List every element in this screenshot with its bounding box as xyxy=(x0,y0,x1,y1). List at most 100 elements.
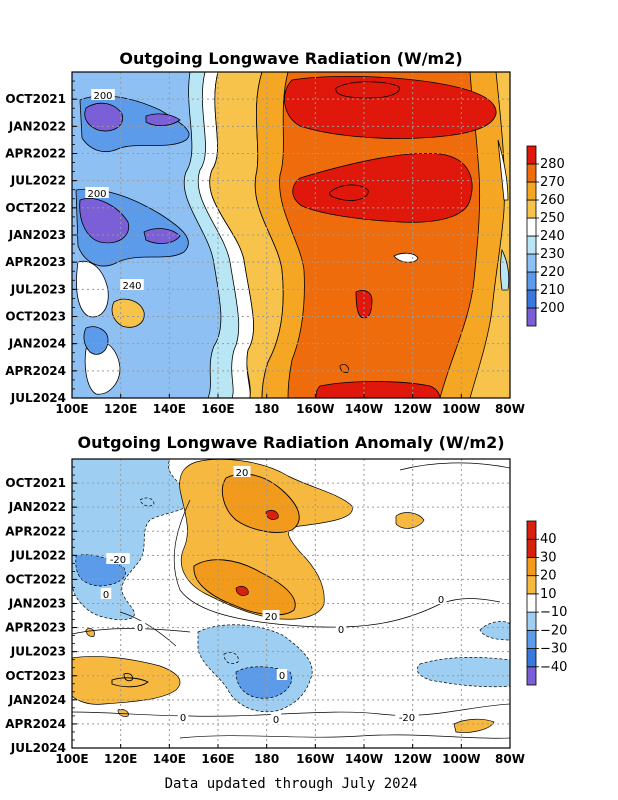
colorbar-label: −20 xyxy=(540,623,567,638)
y-tick-label: JUL2023 xyxy=(10,645,66,659)
anom-east-neg10b xyxy=(479,621,510,641)
anom-east-pos10 xyxy=(395,512,425,529)
anom-zero-3 xyxy=(72,703,510,717)
x-tick-label: 140E xyxy=(153,752,186,766)
colorbar-swatch xyxy=(526,611,537,631)
colorbar-swatch xyxy=(526,235,537,255)
colorbar-swatch xyxy=(526,307,537,327)
contour-label-bg xyxy=(100,588,112,599)
colorbar-label: −40 xyxy=(540,660,567,675)
contour-label-bg xyxy=(106,553,130,564)
chart1-contour-labels: 200 200 240 xyxy=(85,89,144,292)
y-tick-label: JAN2024 xyxy=(8,337,66,351)
colorbar-label: 210 xyxy=(540,283,565,298)
contour-label: 200 xyxy=(87,189,106,200)
x-tick-label: 100E xyxy=(55,402,88,416)
colorbar-swatch xyxy=(526,289,537,309)
anom-east-neg10 xyxy=(416,657,510,688)
y-tick-label: OCT2021 xyxy=(5,476,66,490)
olr-west-200b xyxy=(79,198,130,244)
y-tick-label: OCT2022 xyxy=(5,572,66,586)
colorbar-swatch xyxy=(526,593,537,613)
colorbar-swatch xyxy=(526,648,537,668)
olr-260-band xyxy=(246,72,305,398)
anom-zero-4 xyxy=(399,462,510,471)
contour-label-bg xyxy=(395,711,419,722)
x-tick-label: 160W xyxy=(296,752,334,766)
y-tick-label: JUL2022 xyxy=(10,548,66,562)
colorbar-swatch xyxy=(526,629,537,649)
x-tick-label: 80W xyxy=(495,752,525,766)
contour-label-bg xyxy=(233,466,251,477)
contour-label-bg xyxy=(435,593,447,604)
x-tick-label: 120E xyxy=(104,402,137,416)
olr-280-d xyxy=(315,381,441,398)
contour-label: 0 xyxy=(338,625,344,636)
y-tick-label: OCT2022 xyxy=(5,201,66,215)
anom-central-pos30b xyxy=(235,586,249,596)
y-tick-label: OCT2023 xyxy=(5,669,66,683)
olr-260-bubble xyxy=(393,252,419,263)
y-tick-label: JAN2023 xyxy=(8,597,66,611)
x-tick-label: 140W xyxy=(345,402,383,416)
y-tick-label: JAN2023 xyxy=(8,228,66,242)
y-tick-label: JAN2024 xyxy=(8,693,66,707)
y-tick-label: OCT2023 xyxy=(5,310,66,324)
contour-label: 0 xyxy=(273,715,279,726)
y-tick-label: APR2024 xyxy=(5,364,66,378)
colorbar-swatch xyxy=(526,666,537,686)
colorbar-label: 220 xyxy=(540,265,565,280)
y-tick-label: APR2024 xyxy=(5,717,66,731)
colorbar-swatch xyxy=(526,145,537,165)
anom-central-pos30a xyxy=(265,510,279,520)
contour-label: 0 xyxy=(438,595,444,606)
olr-east-240b xyxy=(500,248,510,291)
anom-neg10-small xyxy=(139,497,155,507)
anom-zero-5 xyxy=(119,611,177,647)
olr-west-2024-210 xyxy=(83,326,109,355)
olr-west-200d xyxy=(145,113,181,126)
colorbar-swatch xyxy=(526,181,537,201)
colorbar-swatch xyxy=(526,271,537,291)
anom-zero-2 xyxy=(72,628,191,635)
colorbar-label: 270 xyxy=(540,175,565,190)
contour-label: 200 xyxy=(93,91,112,102)
y-tick-label: APR2022 xyxy=(5,524,66,538)
chart2-contour-labels: 20 -20 20 0 0 0 0 -20 0 0 0 xyxy=(100,466,447,726)
contour-label-bg xyxy=(262,610,280,621)
x-tick-label: 100E xyxy=(55,752,88,766)
colorbar-swatch xyxy=(526,253,537,273)
contour-label: 20 xyxy=(265,612,278,623)
x-tick-label: 100W xyxy=(442,402,480,416)
colorbar-swatch xyxy=(526,520,537,540)
colorbar-label: 30 xyxy=(540,550,557,565)
x-tick-label: 160E xyxy=(201,402,234,416)
chart2-title: Outgoing Longwave Radiation Anomaly (W/m… xyxy=(77,433,504,452)
x-tick-label: 120W xyxy=(394,752,432,766)
x-tick-label: 180 xyxy=(254,752,279,766)
olr-west-250 xyxy=(111,298,145,328)
chart2-axes: 100E 120E 140E 160E 180 160W 140W 120W 100W 80W OC… xyxy=(5,466,525,766)
contour-label: 0 xyxy=(137,623,143,634)
anom-central-pos20a xyxy=(222,473,300,533)
anom-2023-pos20b xyxy=(123,673,133,682)
contour-label-bg xyxy=(91,89,115,100)
olr-280-a xyxy=(284,75,497,139)
colorbar-swatch xyxy=(526,575,537,595)
x-tick-label: 100W xyxy=(442,752,480,766)
colorbar-swatch xyxy=(526,557,537,577)
y-tick-label: APR2023 xyxy=(5,621,66,635)
chart1-title: Outgoing Longwave Radiation (W/m2) xyxy=(119,49,462,68)
x-tick-label: 80W xyxy=(495,402,525,416)
y-tick-label: JUL2022 xyxy=(10,174,66,188)
olr-west-200c xyxy=(143,228,181,244)
y-tick-label: JUL2024 xyxy=(10,391,66,405)
colorbar-label: 250 xyxy=(540,211,565,226)
anom-2023-pos20 xyxy=(111,677,149,688)
olr-280-b xyxy=(292,153,473,223)
contour-label: 0 xyxy=(180,713,186,724)
x-tick-label: 120W xyxy=(394,402,432,416)
anom-2023-pos10 xyxy=(72,656,181,705)
olr-280-c xyxy=(355,290,373,319)
